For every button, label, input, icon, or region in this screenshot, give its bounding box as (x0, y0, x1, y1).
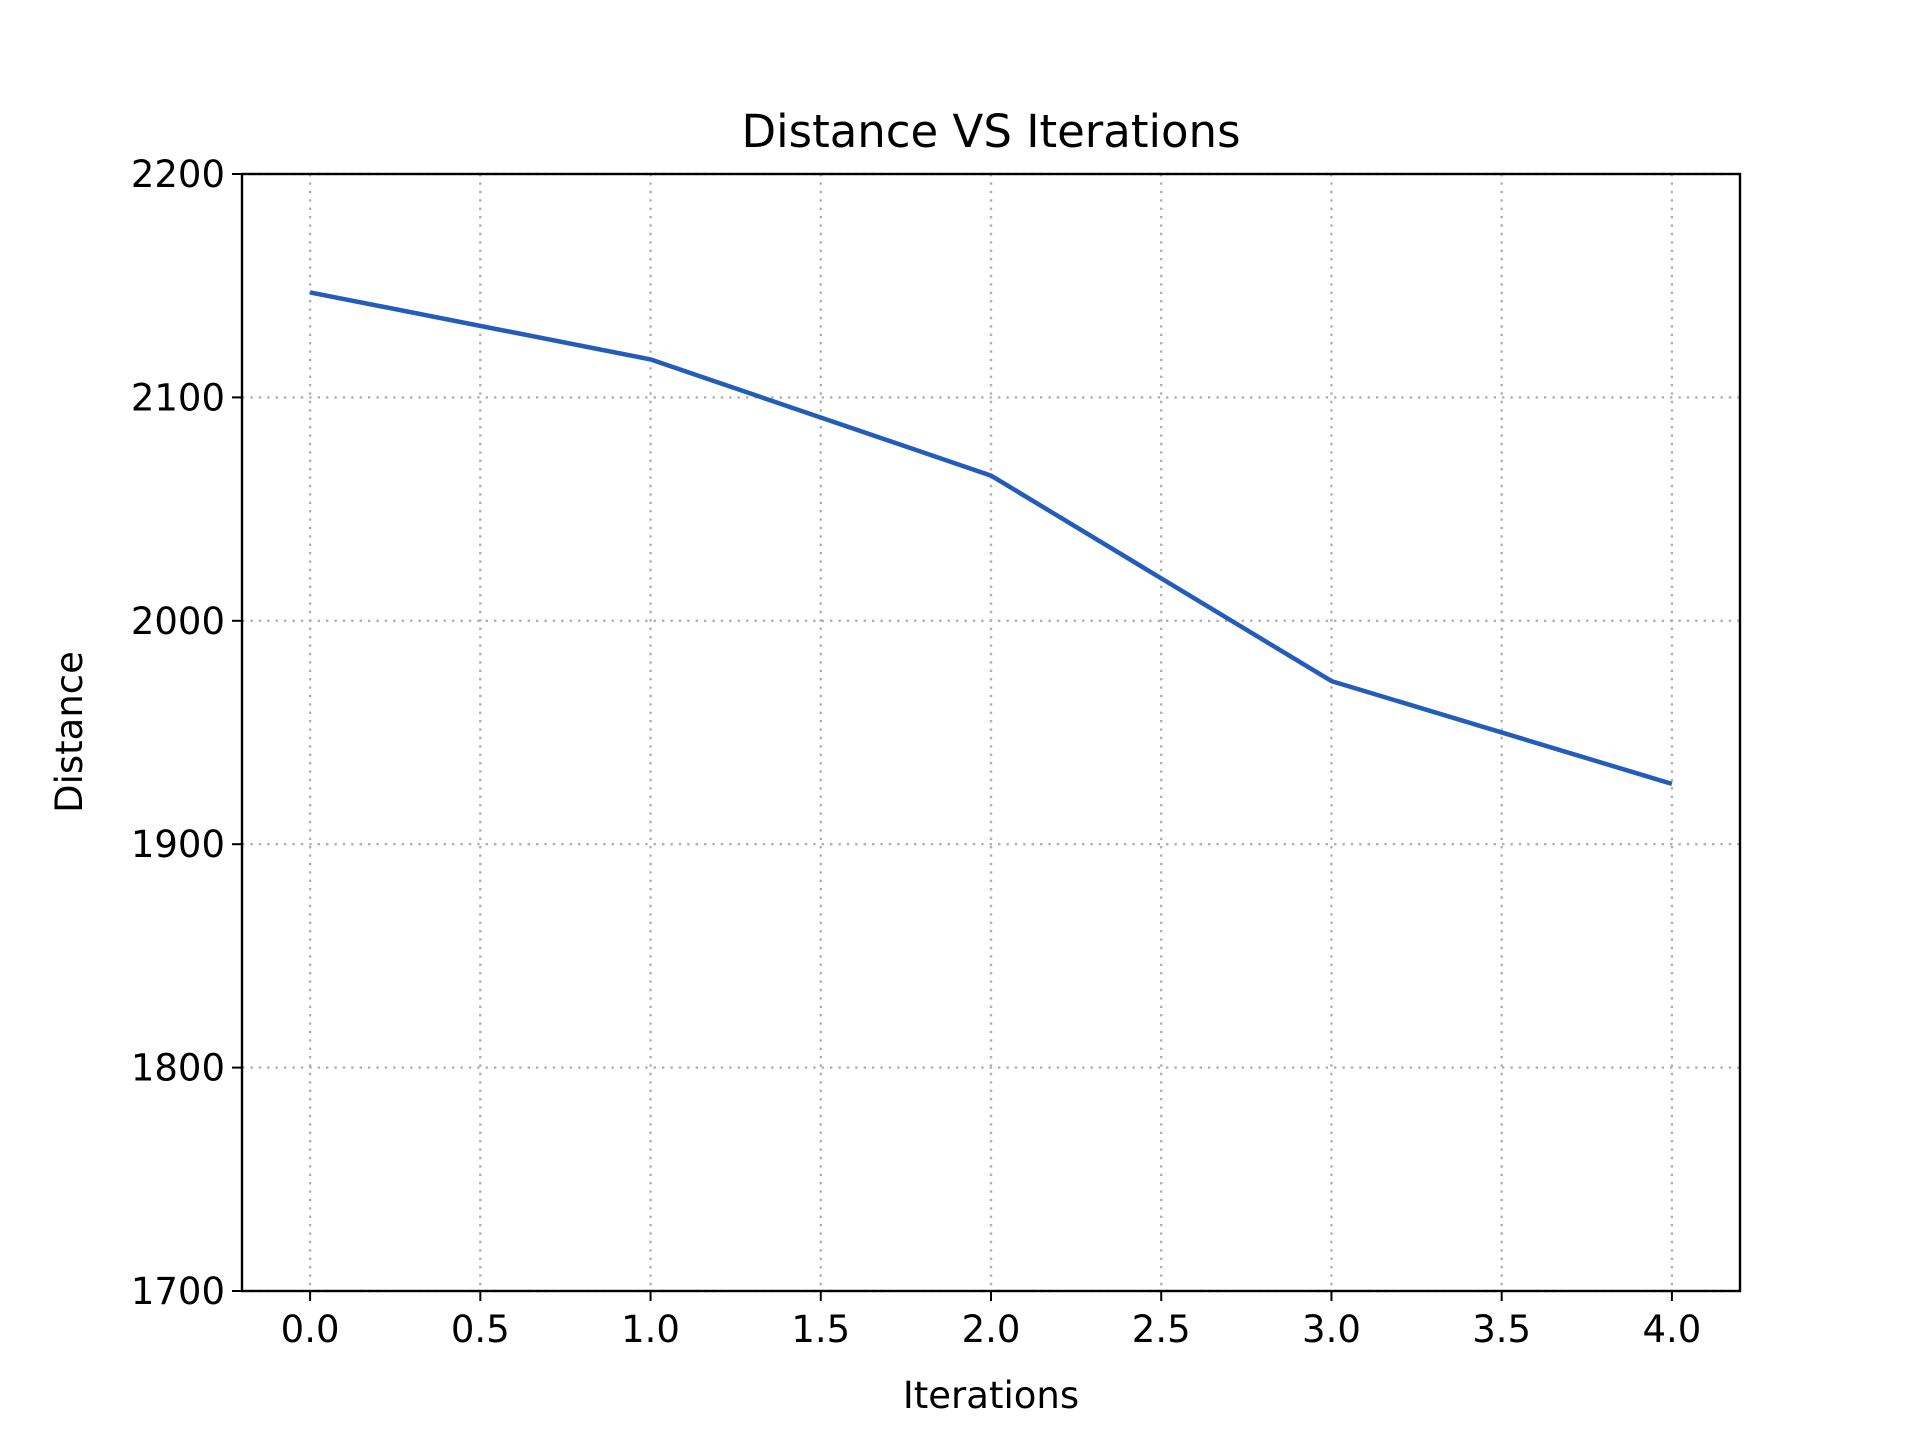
x-tick-label: 3.5 (1472, 1308, 1531, 1351)
x-tick-label: 4.0 (1642, 1308, 1701, 1351)
x-tick-label: 1.5 (791, 1308, 850, 1351)
y-axis-label: Distance (48, 651, 91, 813)
y-tick-label: 1900 (131, 823, 225, 866)
chart-title: Distance VS Iterations (741, 105, 1240, 158)
y-tick-label: 2100 (131, 376, 225, 419)
y-axis: 1700 1800 1900 2000 2100 2200 (131, 153, 242, 1313)
y-tick-label: 1800 (131, 1047, 225, 1090)
x-tick-label: 0.5 (451, 1308, 510, 1351)
x-axis: 0.0 0.5 1.0 1.5 2.0 2.5 3.0 3.5 4.0 (281, 1291, 1701, 1351)
series-layer (309, 290, 1673, 787)
x-tick-label: 3.0 (1302, 1308, 1361, 1351)
x-tick-label: 0.0 (281, 1308, 340, 1351)
x-tick-label: 2.0 (962, 1308, 1021, 1351)
y-tick-label: 2200 (131, 153, 225, 196)
y-tick-label: 1700 (131, 1270, 225, 1313)
series-line (309, 290, 1673, 787)
x-tick-label: 1.0 (621, 1308, 680, 1351)
y-tick-label: 2000 (131, 600, 225, 643)
x-tick-label: 2.5 (1132, 1308, 1191, 1351)
x-axis-label: Iterations (903, 1374, 1079, 1417)
